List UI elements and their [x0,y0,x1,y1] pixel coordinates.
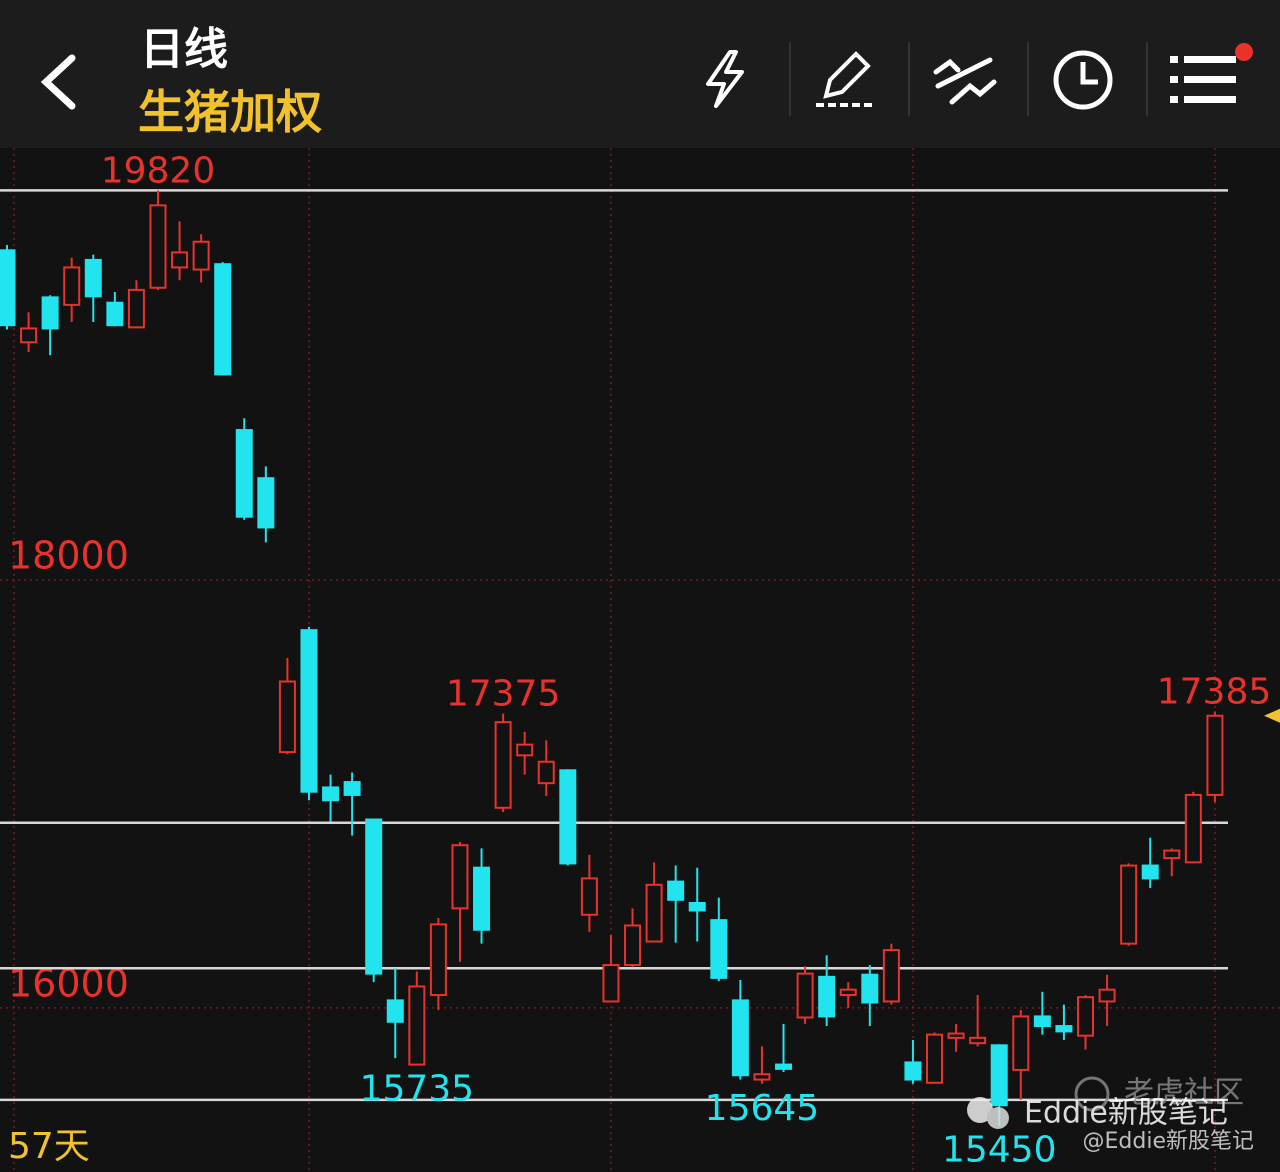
candle-body [20,327,38,344]
candle-body [429,923,447,997]
candle-body [1141,864,1159,880]
candle-body [882,949,900,1003]
candle-body [63,266,81,306]
candle-body [602,964,620,1003]
header: 日线 生猪加权 [0,0,1280,148]
indicator-button[interactable] [933,57,997,105]
low-label: 15645 [705,1088,820,1129]
candle-body [775,1063,793,1070]
high-label: 19820 [101,150,216,191]
candle-body [365,818,383,975]
period-label: 57天 [8,1126,90,1167]
candle-body [84,258,102,298]
candle-body [861,973,879,1004]
candle-body [839,988,857,997]
candle-body [214,263,232,376]
candle-body [731,999,749,1077]
candle-body [947,1032,965,1039]
candle-body [343,781,361,796]
candle-body [818,975,836,1018]
candle-body [1120,864,1138,945]
candle-body [235,429,253,518]
candle-body [1184,793,1202,864]
candle-body [322,786,340,802]
candle-body [645,883,663,943]
candle-body [171,251,189,269]
candle-body [516,743,534,757]
y-tick-label: 18000 [8,533,129,577]
candle-body [904,1061,922,1081]
watermark-logo [1074,1076,1110,1112]
candle-body [969,1036,987,1045]
candle-body [710,919,728,979]
watermark: 老虎社区 Eddie新股笔记 @Eddie新股笔记 [967,1076,1254,1154]
candle-body [386,999,404,1023]
instrument-name: 生猪加权 [138,85,322,139]
time-button[interactable] [1053,50,1113,110]
candle-body [257,477,275,529]
candle-body [753,1073,771,1081]
candle-body [667,880,685,901]
last-price-marker [1264,708,1280,723]
candle-body [1055,1025,1073,1033]
candle-body [1098,988,1116,1003]
watermark-account: Eddie新股笔记 [1024,1096,1228,1131]
high-label: 17375 [446,674,561,715]
low-label: 15450 [942,1130,1057,1171]
candle-body [408,985,426,1066]
wechat-icon [967,1097,993,1123]
high-label: 17385 [1157,671,1272,712]
candle-body [106,301,124,327]
watermark-community: 老虎社区 [1124,1076,1244,1111]
candle-body [41,296,59,330]
candle-body [624,924,642,967]
candle-body [1206,714,1224,796]
candle-body [1033,1015,1051,1028]
candle-body [1163,849,1181,860]
low-label: 15735 [360,1069,475,1110]
candle-body [688,901,706,912]
chart-period: 日线 [140,24,228,75]
candle-body [451,844,469,910]
wechat-icon [987,1107,1009,1129]
candle-body [149,204,167,289]
back-button[interactable] [40,54,76,110]
candle-body [1012,1015,1030,1071]
candle-body [990,1044,1008,1107]
candle-body [192,240,210,271]
candle-body [127,288,145,329]
menu-button[interactable] [1170,43,1253,103]
draw-button[interactable] [816,51,876,107]
candle-body [1077,996,1094,1037]
candle-body [278,680,296,754]
candle-body [473,866,491,931]
candle-body [494,721,512,809]
candle-body [300,629,318,793]
candle-body [926,1033,944,1084]
flash-button[interactable] [706,50,744,108]
candle-body [537,760,555,785]
watermark-handle: @Eddie新股笔记 [1083,1129,1254,1154]
candle-body [0,249,16,327]
candle-body [559,769,577,865]
candle-body [796,972,814,1019]
header-icons [40,42,1253,116]
candle-body [580,877,598,916]
